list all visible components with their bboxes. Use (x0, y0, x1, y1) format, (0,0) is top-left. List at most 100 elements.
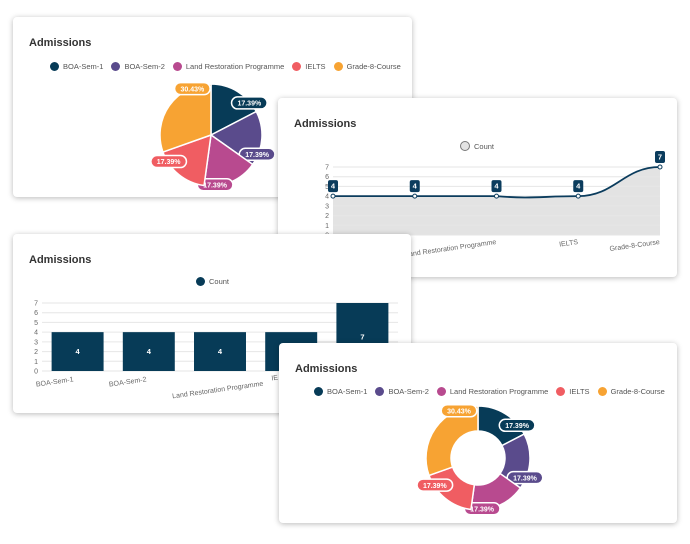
data-label-text: 17.39% (157, 159, 182, 166)
legend-label: Grade-8-Course (610, 387, 665, 396)
x-tick-label: IELTS (559, 239, 579, 249)
data-label: 30.43% (440, 403, 478, 418)
data-label-text: 4 (494, 182, 499, 191)
legend-swatch (196, 277, 205, 286)
legend-label: Land Restoration Programme (449, 387, 549, 396)
y-tick-label: 7 (325, 165, 329, 172)
legend-label: Count (209, 277, 230, 286)
legend-item[interactable]: BOA-Sem-2 (111, 62, 165, 71)
legend-swatch (50, 62, 59, 71)
legend-label: BOA-Sem-1 (63, 62, 104, 71)
data-label-text: 4 (413, 182, 418, 191)
legend-item[interactable]: Land Restoration Programme (172, 62, 285, 71)
y-tick-label: 5 (34, 320, 38, 327)
data-label-text: 30.43% (180, 86, 205, 93)
data-point[interactable] (575, 193, 581, 199)
legend-swatch (375, 387, 385, 396)
card-title: Admissions (294, 118, 357, 130)
legend-item[interactable]: IELTS (292, 62, 326, 71)
data-label: 4 (491, 180, 502, 193)
pie-chart: 17.39% 17.39% 17.39% 17.39% 30.43% (150, 81, 276, 192)
y-tick-label: 5 (325, 184, 329, 191)
bar-value-label: 7 (360, 333, 364, 342)
data-label: 17.39% (230, 96, 268, 110)
data-label-text: 4 (576, 182, 581, 191)
x-tick-label: Land Restoration Programme (405, 239, 497, 259)
data-label: 17.39% (416, 478, 454, 492)
bar-land-restoration-programme[interactable] (194, 332, 246, 371)
x-tick-label: BOA-Sem-2 (109, 376, 147, 388)
data-label-text: 17.39% (203, 183, 228, 190)
line-chart-card: Admissions Count 01234567444472Land Rest… (278, 98, 677, 277)
y-tick-label: 4 (325, 194, 329, 201)
data-label: 17.39% (498, 418, 536, 433)
data-label: 4 (573, 180, 584, 193)
card-title: Admissions (29, 37, 92, 49)
legend-label: BOA-Sem-1 (327, 387, 368, 396)
data-label-text: 7 (658, 153, 662, 162)
area-fill (333, 167, 660, 235)
legend-label: IELTS (305, 62, 326, 71)
data-label: 4 (328, 180, 338, 193)
legend-item[interactable]: Grade-8-Course (597, 387, 665, 396)
legend-item-count[interactable]: Count (460, 141, 494, 151)
legend-swatch (436, 387, 446, 396)
legend-swatch (556, 387, 566, 396)
legend-swatch (460, 141, 470, 151)
y-tick-label: 0 (34, 369, 38, 376)
y-tick-label: 3 (34, 339, 38, 346)
legend-label: Land Restoration Programme (185, 62, 285, 71)
data-point[interactable] (494, 193, 499, 199)
card-title: Admissions (295, 363, 358, 375)
legend-item[interactable]: Grade-8-Course (333, 62, 401, 71)
legend-label: Count (474, 141, 495, 151)
card-title: Admissions (29, 254, 92, 266)
doughnut-chart-card: Admissions BOA-Sem-1 BOA-Sem-2 Land Restor… (279, 343, 677, 523)
data-point[interactable] (657, 164, 663, 170)
data-label-text: 4 (331, 182, 336, 191)
legend-item[interactable]: IELTS (556, 387, 590, 396)
legend-swatch (314, 387, 323, 396)
data-label-text: 17.39% (505, 423, 530, 430)
x-tick-label: Land Restoration Programme (172, 381, 264, 401)
bar-boa-sem-1[interactable] (51, 332, 104, 371)
data-point[interactable] (330, 193, 336, 199)
y-tick-label: 1 (34, 359, 38, 366)
legend-swatch (111, 62, 121, 71)
chart-legend: Count (460, 141, 494, 151)
bar-value-label: 4 (218, 347, 223, 356)
line-chart: 01234567444472Land Restoration Programme… (325, 151, 665, 259)
x-tick-label: IE (271, 375, 279, 383)
y-tick-label: 2 (34, 349, 38, 356)
legend-item[interactable]: BOA-Sem-1 (314, 387, 367, 396)
x-tick-label: Grade-8-Course (609, 239, 660, 253)
legend-swatch (333, 62, 343, 71)
chart-legend: BOA-Sem-1 BOA-Sem-2 Land Restoration Progr… (50, 62, 401, 71)
data-label: 17.39% (506, 470, 544, 485)
data-label: 4 (409, 180, 420, 193)
legend-swatch (292, 62, 302, 71)
data-label-text: 17.39% (423, 483, 448, 490)
legend-label: BOA-Sem-2 (124, 62, 165, 71)
data-label-text: 17.39% (470, 506, 495, 513)
legend-label: Grade-8-Course (346, 62, 401, 71)
legend-label: IELTS (569, 387, 590, 396)
slice-boa-sem-1[interactable] (210, 83, 258, 137)
legend-label: BOA-Sem-2 (388, 387, 429, 396)
y-tick-label: 7 (34, 301, 38, 308)
y-tick-label: 3 (325, 203, 329, 210)
chart-legend: BOA-Sem-1 BOA-Sem-2 Land Restoration Progr… (314, 387, 665, 396)
y-tick-label: 1 (325, 223, 329, 230)
legend-item[interactable]: Land Restoration Programme (436, 387, 549, 396)
legend-item-count[interactable]: Count (196, 277, 229, 286)
data-label: 17.39% (150, 154, 188, 169)
data-label-text: 17.39% (237, 101, 262, 108)
legend-swatch (597, 387, 607, 396)
legend-item[interactable]: BOA-Sem-2 (375, 387, 429, 396)
bar-boa-sem-2[interactable] (122, 332, 175, 371)
y-tick-label: 4 (34, 330, 38, 337)
data-point[interactable] (412, 193, 418, 199)
y-tick-label: 2 (325, 213, 329, 220)
legend-item[interactable]: BOA-Sem-1 (50, 62, 103, 71)
y-tick-label: 6 (34, 310, 38, 317)
